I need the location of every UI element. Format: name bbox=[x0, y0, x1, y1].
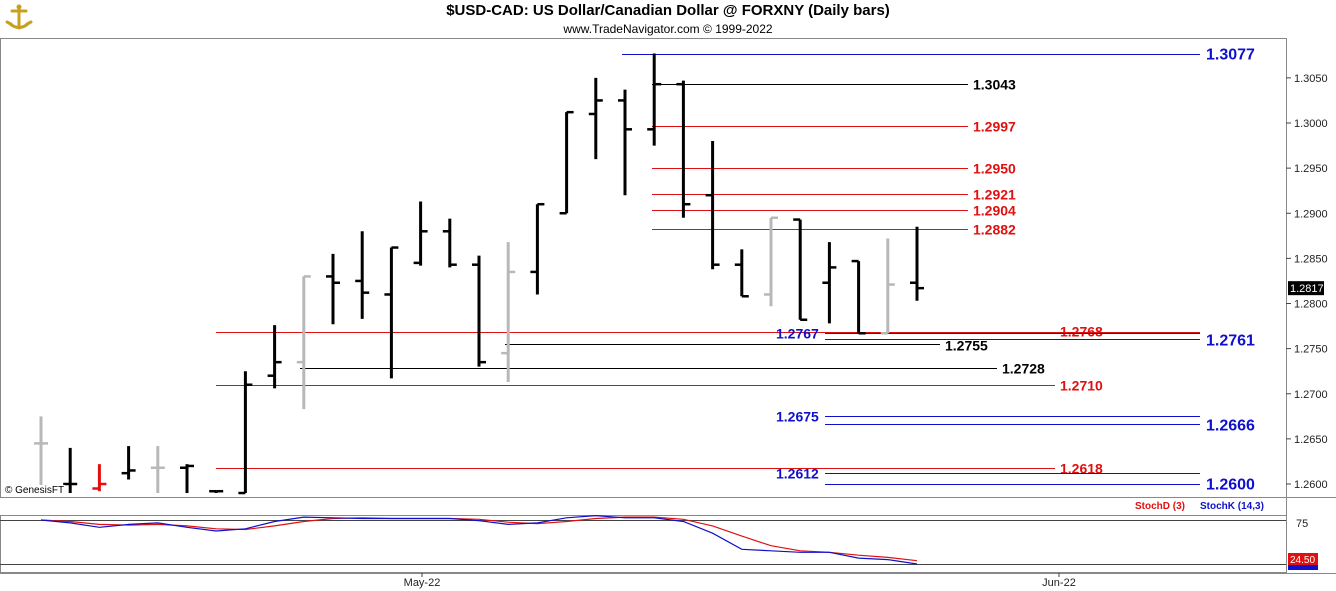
price-bar bbox=[413, 201, 428, 266]
level-label-1-2761: 1.2761 bbox=[1206, 333, 1255, 350]
oscillator-current-badge bbox=[1288, 553, 1318, 565]
price-bar bbox=[734, 249, 749, 298]
time-tick-label: May-22 bbox=[404, 577, 441, 589]
price-bar bbox=[851, 259, 866, 335]
level-label-1-2768: 1.2768 bbox=[1060, 324, 1103, 340]
level-label-1-2997: 1.2997 bbox=[973, 119, 1016, 135]
price-tick-label: 1.2650 bbox=[1294, 434, 1328, 446]
stoch-d-legend: StochD (3) bbox=[1135, 501, 1185, 512]
price-tick-label: 1.2850 bbox=[1294, 253, 1328, 265]
level-label-1-2710: 1.2710 bbox=[1060, 378, 1103, 394]
price-bar bbox=[267, 325, 282, 389]
chart-header: $USD-CAD: US Dollar/Canadian Dollar @ FO… bbox=[0, 0, 1336, 38]
price-bar bbox=[355, 231, 370, 319]
price-bar bbox=[676, 80, 691, 218]
price-bar bbox=[472, 255, 486, 367]
level-label-1-3077: 1.3077 bbox=[1206, 47, 1255, 64]
price-bar bbox=[764, 216, 778, 307]
oscillator-k-badge bbox=[1288, 565, 1318, 570]
logo-icon bbox=[5, 4, 33, 30]
price-bar bbox=[209, 489, 224, 494]
price-bar bbox=[92, 464, 107, 492]
level-label-1-2767: 1.2767 bbox=[776, 326, 819, 342]
chart-subtitle: www.TradeNavigator.com © 1999-2022 bbox=[563, 22, 773, 36]
stochastic-panel: StochD (3) StochK (14,3) 75 24.50 bbox=[40, 501, 1318, 570]
level-label-1-2675: 1.2675 bbox=[776, 409, 819, 425]
price-bar bbox=[530, 202, 545, 295]
level-label-1-2904: 1.2904 bbox=[973, 203, 1016, 219]
price-bar bbox=[384, 246, 399, 379]
current-price-badge bbox=[1288, 281, 1324, 296]
level-label-1-2612: 1.2612 bbox=[776, 466, 819, 482]
price-bar bbox=[822, 242, 837, 324]
oscillator-current-label: 24.50 bbox=[1290, 555, 1315, 566]
price-bar bbox=[238, 371, 253, 495]
level-label-1-3043: 1.3043 bbox=[973, 77, 1016, 93]
chart-title: $USD-CAD: US Dollar/Canadian Dollar @ FO… bbox=[446, 2, 890, 19]
level-label-1-2618: 1.2618 bbox=[1060, 461, 1103, 477]
level-label-1-2921: 1.2921 bbox=[973, 187, 1016, 203]
price-axis: 1.3050 1.3000 1.2950 1.2900 1.2850 1.2800 1.27… bbox=[1286, 73, 1328, 491]
price-bar bbox=[501, 242, 516, 383]
time-tick-label: Jun-22 bbox=[1042, 577, 1076, 589]
price-tick-label: 1.2900 bbox=[1294, 208, 1328, 220]
price-panel bbox=[0, 38, 1287, 498]
price-tick-label: 1.2950 bbox=[1294, 163, 1328, 175]
stoch-k-line bbox=[40, 514, 918, 565]
price-bar bbox=[647, 53, 662, 146]
price-bar bbox=[588, 77, 603, 160]
level-label-1-2728: 1.2728 bbox=[1002, 361, 1045, 377]
oscillator-panel bbox=[0, 515, 1287, 573]
price-tick-label: 1.2700 bbox=[1294, 389, 1328, 401]
time-axis: May-22 Jun-22 bbox=[404, 573, 1076, 589]
level-label-1-2600: 1.2600 bbox=[1206, 477, 1255, 494]
price-bar bbox=[618, 89, 632, 196]
price-tick-label: 1.2800 bbox=[1294, 299, 1328, 311]
price-bar bbox=[442, 218, 457, 268]
current-price-label: 1.2817 bbox=[1290, 283, 1324, 295]
price-tick-label: 1.3000 bbox=[1294, 118, 1328, 130]
oscillator-tick-label: 75 bbox=[1296, 518, 1308, 530]
level-label-1-2950: 1.2950 bbox=[973, 161, 1016, 177]
price-tick-label: 1.2600 bbox=[1294, 479, 1328, 491]
price-bar bbox=[910, 226, 924, 301]
price-bar bbox=[150, 446, 165, 494]
price-bar bbox=[180, 464, 194, 494]
level-label-1-2755: 1.2755 bbox=[945, 338, 988, 354]
watermark: © GenesisFT bbox=[4, 485, 66, 496]
price-tick-label: 1.3050 bbox=[1294, 73, 1328, 85]
stoch-d-line bbox=[40, 516, 918, 562]
price-bar bbox=[705, 141, 720, 270]
price-bars bbox=[34, 53, 924, 495]
level-label-1-2666: 1.2666 bbox=[1206, 418, 1255, 435]
stoch-k-legend: StochK (14,3) bbox=[1200, 501, 1264, 512]
price-bar bbox=[880, 238, 895, 335]
price-bar bbox=[793, 218, 808, 321]
price-bar bbox=[63, 447, 78, 494]
price-bar bbox=[559, 110, 574, 215]
price-bar bbox=[326, 253, 340, 325]
level-label-1-2882: 1.2882 bbox=[973, 222, 1016, 238]
price-tick-label: 1.2750 bbox=[1294, 344, 1328, 356]
price-bar bbox=[296, 275, 311, 410]
price-bar bbox=[121, 446, 136, 480]
price-bar bbox=[34, 416, 48, 494]
